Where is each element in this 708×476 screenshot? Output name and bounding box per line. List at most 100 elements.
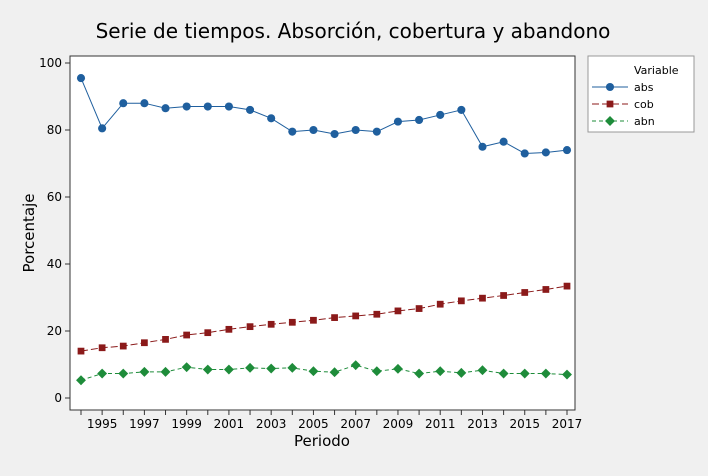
data-point-abs xyxy=(415,115,424,124)
data-point-abn xyxy=(266,363,277,374)
y-tick-label: 80 xyxy=(47,123,62,137)
legend: Variable abs cob abn xyxy=(587,55,695,133)
data-point-abs xyxy=(76,74,86,83)
y-tick-label: 100 xyxy=(39,56,62,70)
legend-label: abs xyxy=(634,81,654,94)
data-point-abn xyxy=(329,367,340,378)
legend-label: abn xyxy=(634,115,655,128)
data-point-cob xyxy=(436,300,444,308)
y-axis: 0 20 40 60 80 100 xyxy=(39,56,70,405)
data-point-cob xyxy=(225,325,233,333)
x-tick-label: 2017 xyxy=(552,417,583,431)
series-line-cob xyxy=(80,285,568,352)
data-point-cob xyxy=(119,342,127,350)
x-axis-label: Periodo xyxy=(294,432,350,450)
series-cob xyxy=(77,282,571,355)
data-point-cob xyxy=(373,310,381,318)
data-point-abs xyxy=(393,117,403,126)
data-point-cob xyxy=(204,329,212,337)
data-point-cob xyxy=(77,347,85,355)
x-tick-label: 1997 xyxy=(129,417,160,431)
data-point-abs xyxy=(309,125,318,135)
data-point-cob xyxy=(141,339,148,347)
x-tick-label: 2001 xyxy=(214,417,245,431)
data-point-abn xyxy=(456,367,467,378)
data-point-abn xyxy=(498,368,509,379)
data-point-abn xyxy=(97,368,108,379)
data-point-abn xyxy=(435,366,446,377)
data-point-cob xyxy=(331,314,338,321)
data-point-abn xyxy=(245,362,255,373)
x-tick-label: 2009 xyxy=(383,417,414,431)
data-point-cob xyxy=(98,344,106,352)
data-point-abn xyxy=(350,360,361,371)
y-tick-label: 0 xyxy=(54,391,62,405)
x-tick-label: 2015 xyxy=(509,417,540,431)
data-point-abs xyxy=(520,149,529,158)
data-point-abs xyxy=(161,104,170,113)
data-point-abn xyxy=(287,362,298,373)
data-point-cob xyxy=(394,307,402,315)
data-point-abn xyxy=(562,369,572,380)
data-point-abs xyxy=(457,105,466,114)
data-point-abn xyxy=(160,366,171,377)
legend-items: abs cob abn xyxy=(592,81,655,128)
data-point-abs xyxy=(499,137,508,146)
series-line-abn xyxy=(80,364,568,381)
legend-box xyxy=(587,55,695,133)
legend-marker xyxy=(606,100,614,108)
data-point-abs xyxy=(288,127,297,136)
x-tick-label: 1999 xyxy=(171,417,202,431)
x-tick-label: 2005 xyxy=(298,417,329,431)
chart-title: Serie de tiempos. Absorción, cobertura y… xyxy=(96,19,611,43)
data-point-abs xyxy=(267,114,276,123)
x-tick-label: 2013 xyxy=(467,417,498,431)
data-point-cob xyxy=(246,323,254,331)
data-point-abn xyxy=(118,368,129,379)
data-point-cob xyxy=(310,316,317,324)
data-point-abn xyxy=(414,368,425,379)
data-point-abs xyxy=(182,102,191,111)
data-point-cob xyxy=(267,320,275,328)
data-point-cob xyxy=(162,336,169,343)
data-point-abn xyxy=(393,363,403,374)
data-point-abn xyxy=(540,368,551,379)
series-abn xyxy=(76,360,572,386)
data-point-abs xyxy=(140,99,149,108)
data-point-abs xyxy=(541,148,550,157)
data-point-abs xyxy=(98,124,107,133)
x-axis: 1995 1997 1999 2001 2003 2005 2007 2009 2011 2013… xyxy=(80,410,583,431)
data-point-abn xyxy=(519,368,530,379)
series-abs xyxy=(76,74,572,158)
data-point-abs xyxy=(372,127,381,136)
data-point-abs xyxy=(351,125,360,135)
x-tick-label: 2007 xyxy=(340,417,371,431)
data-point-cob xyxy=(521,289,529,296)
data-point-cob xyxy=(352,312,360,320)
legend-title: Variable xyxy=(634,64,679,77)
data-point-abs xyxy=(224,102,233,111)
data-point-cob xyxy=(563,282,571,290)
data-point-cob xyxy=(500,292,507,299)
y-tick-label: 20 xyxy=(47,324,62,338)
data-point-cob xyxy=(479,294,486,302)
series-layer xyxy=(76,74,572,386)
plot-area xyxy=(69,55,576,411)
y-tick-label: 40 xyxy=(47,257,62,271)
data-point-cob xyxy=(288,318,296,326)
data-point-abn xyxy=(223,364,234,375)
data-point-cob xyxy=(183,331,191,339)
legend-item-abs: abs xyxy=(592,81,654,94)
data-point-abn xyxy=(202,364,213,375)
x-tick-label: 2011 xyxy=(425,417,456,431)
data-point-abn xyxy=(181,362,192,373)
data-point-abs xyxy=(478,142,487,151)
data-point-abs xyxy=(436,110,445,119)
data-point-abn xyxy=(139,366,150,377)
data-point-cob xyxy=(457,297,465,305)
data-point-cob xyxy=(415,305,423,312)
data-point-cob xyxy=(542,286,550,293)
data-point-abs xyxy=(119,99,128,108)
